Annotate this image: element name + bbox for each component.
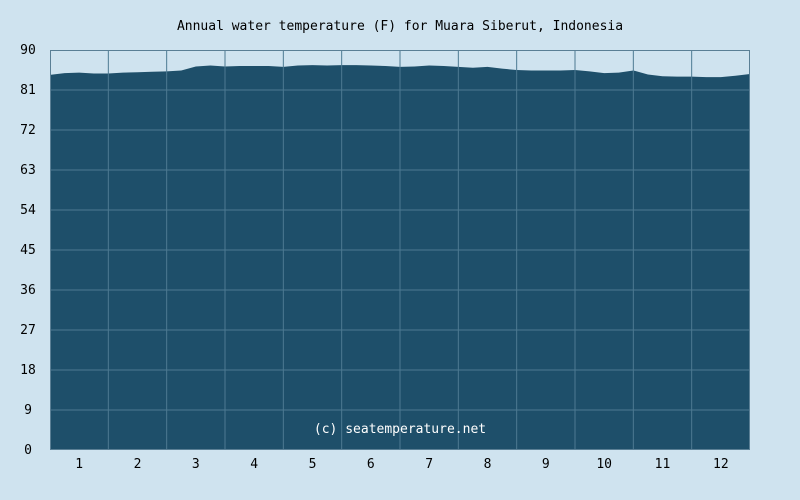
- x-tick-label: 3: [192, 457, 200, 472]
- x-tick-label: 4: [250, 457, 258, 472]
- y-tick-label: 54: [20, 203, 36, 218]
- y-tick-label: 81: [20, 83, 36, 98]
- watermark: (c) seatemperature.net: [314, 422, 486, 437]
- y-tick-label: 45: [20, 243, 36, 258]
- y-tick-label: 63: [20, 163, 36, 178]
- x-tick-label: 7: [425, 457, 433, 472]
- x-tick-label: 11: [655, 457, 671, 472]
- y-tick-label: 72: [20, 123, 36, 138]
- x-tick-label: 12: [713, 457, 729, 472]
- x-tick-label: 6: [367, 457, 375, 472]
- x-tick-label: 2: [134, 457, 142, 472]
- y-tick-label: 0: [24, 443, 32, 458]
- y-tick-label: 27: [20, 323, 36, 338]
- y-axis: 0 9 18 27 36 45 54 63 72 81 90: [20, 43, 36, 458]
- y-tick-label: 90: [20, 43, 36, 58]
- x-tick-label: 1: [75, 457, 83, 472]
- x-tick-label: 9: [542, 457, 550, 472]
- plot-border: [50, 50, 750, 450]
- y-tick-label: 36: [20, 283, 36, 298]
- x-axis: 1 2 3 4 5 6 7 8 9 10 11 12: [75, 457, 728, 472]
- x-tick-label: 10: [596, 457, 612, 472]
- chart-title: Annual water temperature (F) for Muara S…: [176, 19, 624, 34]
- y-tick-label: 18: [20, 363, 36, 378]
- x-tick-label: 5: [309, 457, 317, 472]
- y-tick-label: 9: [24, 403, 32, 418]
- grid: [50, 50, 750, 450]
- x-tick-label: 8: [484, 457, 492, 472]
